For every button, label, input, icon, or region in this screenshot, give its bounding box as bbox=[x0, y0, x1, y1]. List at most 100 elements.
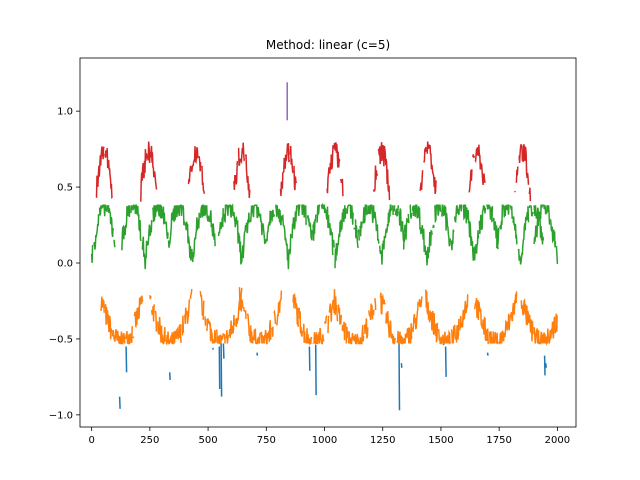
series-1-cluster-1 bbox=[149, 288, 193, 346]
series-1-line-10 bbox=[165, 324, 182, 346]
series-1-cluster-0 bbox=[100, 295, 144, 345]
series-1-line-24 bbox=[244, 310, 247, 320]
series-0-segment-16 bbox=[544, 363, 547, 368]
series-1-cluster-5 bbox=[333, 296, 377, 345]
x-tick-label-1: 250 bbox=[140, 435, 159, 446]
series-1-line-8 bbox=[154, 310, 158, 332]
series-2-line-47 bbox=[411, 204, 430, 266]
series-2-line-7 bbox=[141, 220, 153, 270]
series-3-line-21 bbox=[429, 144, 437, 194]
series-1-line-14 bbox=[199, 290, 204, 316]
series-2-line-18 bbox=[266, 209, 276, 242]
series-3-line-2 bbox=[106, 148, 113, 200]
x-tick-label-5: 1250 bbox=[370, 435, 395, 446]
series-3-line-5 bbox=[198, 156, 202, 172]
series-1-line-3 bbox=[124, 326, 133, 345]
series-2-cluster-0 bbox=[90, 204, 116, 263]
series-1-line-17 bbox=[206, 318, 215, 344]
series-3-line-18 bbox=[419, 170, 424, 191]
series-1-line-43 bbox=[341, 321, 346, 341]
plot-area bbox=[90, 82, 559, 411]
series-1-line-64 bbox=[533, 316, 557, 347]
series-1-cluster-2 bbox=[199, 287, 243, 345]
series-1-line-48 bbox=[374, 298, 377, 311]
series-1-line-2 bbox=[111, 329, 126, 345]
series-2-line-22 bbox=[301, 204, 306, 218]
series-2-cluster-1 bbox=[121, 204, 169, 270]
series-3-line-3 bbox=[140, 141, 158, 202]
y-tick-label-3: 0.5 bbox=[57, 183, 73, 194]
series-2-line-8 bbox=[151, 204, 166, 225]
series-2-line-2 bbox=[98, 204, 107, 217]
series-3-line-17 bbox=[377, 142, 391, 201]
series-3-line-0 bbox=[95, 146, 105, 198]
series-1-line-6 bbox=[149, 295, 152, 300]
series-2-line-45 bbox=[407, 213, 410, 224]
series-2-line-55 bbox=[478, 205, 487, 235]
series-1-line-65 bbox=[555, 313, 558, 332]
series-1-cluster-9 bbox=[520, 298, 558, 347]
y-tick-label-4: 1.0 bbox=[57, 107, 73, 118]
series-3-line-22 bbox=[468, 169, 473, 193]
series-1-line-29 bbox=[273, 309, 277, 324]
series-2-cluster-4 bbox=[264, 204, 313, 270]
series-2-line-65 bbox=[530, 205, 534, 217]
series-2-line-60 bbox=[505, 204, 510, 215]
series-2-cluster-8 bbox=[450, 204, 499, 261]
series-1-line-27 bbox=[262, 320, 272, 345]
series-1-line-13 bbox=[189, 288, 193, 300]
y-tick-label-2: 0.0 bbox=[57, 259, 73, 270]
series-0-segment-10 bbox=[398, 343, 401, 411]
series-2-line-69 bbox=[549, 218, 557, 248]
series-3-line-1 bbox=[104, 150, 107, 158]
series-1-line-53 bbox=[411, 296, 423, 332]
x-tick-label-0: 0 bbox=[88, 435, 94, 446]
series-2-line-32 bbox=[346, 204, 354, 225]
series-1-line-41 bbox=[333, 296, 339, 322]
series-2-line-13 bbox=[217, 208, 224, 237]
series-2-cluster-5 bbox=[310, 202, 359, 269]
series-1-line-42 bbox=[337, 304, 343, 325]
series-0-segment-3 bbox=[211, 347, 214, 350]
series-1-line-63 bbox=[520, 298, 535, 342]
series-2-line-17 bbox=[264, 238, 267, 244]
series-2-line-68 bbox=[545, 205, 551, 225]
series-2-line-53 bbox=[453, 204, 463, 224]
series-1-line-16 bbox=[204, 316, 207, 326]
series-2-line-44 bbox=[402, 218, 409, 250]
series-1-line-12 bbox=[184, 299, 191, 325]
axes-frame bbox=[79, 57, 577, 428]
series-1-line-28 bbox=[270, 326, 274, 337]
series-1-line-32 bbox=[298, 307, 304, 337]
series-0-segment-5 bbox=[220, 343, 223, 397]
series-2-line-36 bbox=[359, 221, 363, 237]
series-1-line-34 bbox=[305, 328, 313, 346]
series-1-line-39 bbox=[328, 299, 334, 322]
series-2-line-25 bbox=[310, 230, 313, 241]
series-3-cluster-8 bbox=[468, 144, 486, 193]
series-1-line-59 bbox=[459, 294, 469, 331]
series-3-line-28 bbox=[528, 187, 532, 202]
series-2-line-64 bbox=[528, 205, 531, 209]
series-3-cluster-7 bbox=[419, 141, 437, 194]
series-2-cluster-2 bbox=[167, 204, 216, 263]
series-2-line-30 bbox=[332, 239, 335, 248]
series-3-line-15 bbox=[339, 178, 344, 197]
series-3-cluster-3 bbox=[233, 142, 251, 199]
series-1-line-11 bbox=[181, 315, 185, 336]
series-3-cluster-9 bbox=[514, 144, 532, 202]
series-1-line-54 bbox=[425, 289, 430, 320]
series-3-cluster-6 bbox=[372, 142, 391, 201]
series-3-line-12 bbox=[293, 165, 298, 191]
series-1-line-52 bbox=[396, 323, 413, 345]
series-1-line-36 bbox=[313, 327, 325, 346]
series-2-line-37 bbox=[362, 204, 368, 225]
series-2-line-6 bbox=[130, 204, 142, 242]
series-2-cluster-3 bbox=[217, 203, 266, 265]
series-1-line-4 bbox=[132, 336, 135, 339]
series-1-line-47 bbox=[368, 303, 375, 321]
series-2-line-48 bbox=[428, 229, 433, 253]
series-2-line-61 bbox=[509, 205, 513, 220]
series-3-line-11 bbox=[289, 145, 294, 174]
